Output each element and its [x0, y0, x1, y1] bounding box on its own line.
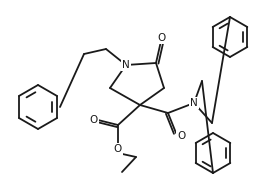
Text: N: N: [190, 98, 198, 108]
Text: O: O: [90, 115, 98, 125]
Text: O: O: [177, 131, 185, 141]
Text: O: O: [157, 33, 165, 43]
Text: O: O: [114, 144, 122, 154]
Text: N: N: [122, 60, 130, 70]
